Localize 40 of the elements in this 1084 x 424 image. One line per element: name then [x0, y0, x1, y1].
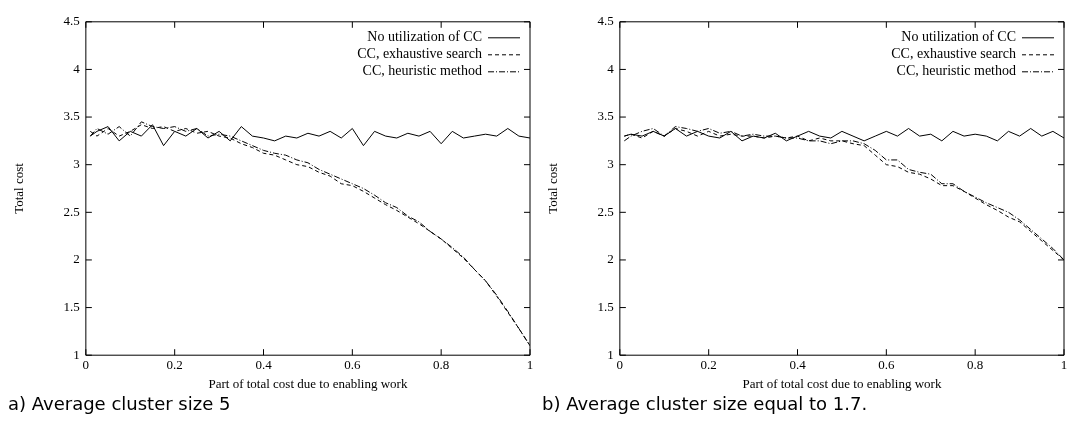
x-tick-label: 0.4	[789, 357, 807, 373]
y-tick-label: 4	[607, 60, 615, 76]
y-tick-label: 1.5	[63, 298, 80, 314]
y-tick-label: 4.5	[63, 13, 80, 29]
y-axis-title: Total cost	[11, 162, 27, 214]
y-tick-label: 4.5	[597, 13, 614, 29]
x-axis-title: Part of total cost due to enabling work	[742, 376, 942, 392]
x-tick-label: 0.2	[166, 357, 183, 373]
x-tick-label: 0.8	[433, 357, 450, 373]
legend-label: CC, exhaustive search	[891, 46, 1016, 62]
y-axis-title: Total cost	[545, 162, 561, 214]
text: b) Average cluster size equal to 1.7.	[542, 392, 868, 414]
y-tick-label: 2	[73, 251, 80, 267]
y-tick-label: 2	[607, 251, 614, 267]
legend-label: No utilization of CC	[367, 29, 482, 45]
x-tick-label: 1	[526, 357, 534, 373]
y-tick-label: 1.5	[597, 298, 614, 314]
y-tick-label: 3.5	[63, 108, 80, 124]
y-tick-label: 3	[73, 156, 80, 172]
y-tick-label: 1	[73, 346, 80, 362]
x-tick-label: 1	[1060, 357, 1068, 373]
x-tick-label: 0.4	[255, 357, 273, 373]
x-tick-label: 0	[82, 357, 90, 373]
x-tick-label: 0.8	[967, 357, 984, 373]
legend-label: No utilization of CC	[901, 29, 1016, 45]
y-tick-label: 4	[73, 60, 81, 76]
y-tick-label: 3	[607, 156, 614, 172]
x-tick-label: 0.6	[344, 357, 361, 373]
x-axis-title: Part of total cost due to enabling work	[208, 376, 408, 392]
x-tick-label: 0.6	[878, 357, 895, 373]
y-tick-label: 2.5	[63, 203, 80, 219]
y-tick-label: 3.5	[597, 108, 614, 124]
y-tick-label: 1	[607, 346, 614, 362]
x-tick-label: 0.2	[700, 357, 717, 373]
y-tick-label: 2.5	[597, 203, 614, 219]
legend-label: CC, heuristic method	[896, 63, 1016, 79]
text: a) Average cluster size 5	[8, 392, 231, 414]
legend-label: CC, heuristic method	[362, 63, 482, 79]
x-tick-label: 0	[616, 357, 624, 373]
legend-label: CC, exhaustive search	[357, 46, 482, 62]
